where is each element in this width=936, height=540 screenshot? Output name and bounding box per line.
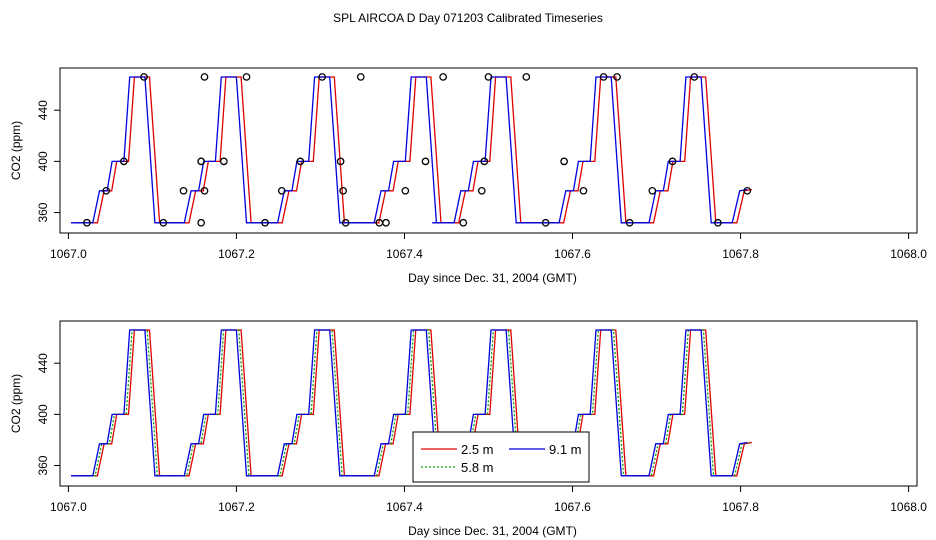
sample-marker: [743, 186, 752, 195]
sample-marker: [102, 186, 111, 195]
sample-marker: [648, 186, 657, 195]
legend-box: [412, 431, 590, 483]
sample-marker: [599, 73, 608, 81]
sample-marker: [480, 157, 489, 166]
plot-frame: [59, 320, 918, 487]
series-line-9-1-m: [70, 76, 748, 224]
y-tick-label: 360: [36, 202, 50, 222]
sample-marker: [613, 73, 621, 81]
x-axis-label: Day since Dec. 31, 2004 (GMT): [408, 271, 577, 285]
x-tick-label: 1067.2: [218, 247, 255, 261]
sample-marker: [341, 218, 350, 227]
sample-marker: [439, 73, 447, 81]
sample-marker: [339, 186, 347, 195]
x-axis-label: Day since Dec. 31, 2004 (GMT): [408, 524, 577, 538]
sample-marker: [421, 157, 430, 166]
sample-marker: [200, 73, 209, 81]
legend-label: 2.5 m: [461, 442, 494, 457]
x-tick-label: 1067.4: [386, 500, 423, 514]
sample-marker: [668, 157, 677, 166]
y-axis-label: CO2 (ppm): [9, 121, 23, 180]
sample-marker: [522, 73, 531, 81]
sample-marker: [219, 157, 228, 166]
sample-marker: [477, 186, 486, 195]
x-tick-label: 1067.8: [722, 247, 759, 261]
x-tick-label: 1067.4: [386, 247, 423, 261]
chart-title: SPL AIRCOA D Day 071203 Calibrated Times…: [333, 11, 603, 25]
sample-marker: [356, 73, 365, 81]
y-tick-label: 400: [36, 151, 50, 171]
sample-marker: [197, 218, 206, 227]
legend-label: 5.8 m: [461, 460, 494, 475]
sample-marker: [179, 186, 188, 195]
x-tick-label: 1068.0: [890, 500, 927, 514]
sample-marker: [382, 218, 390, 227]
x-tick-label: 1067.6: [554, 247, 591, 261]
y-tick-label: 440: [36, 353, 50, 373]
sample-marker: [242, 73, 251, 81]
y-tick-label: 400: [36, 404, 50, 424]
x-tick-label: 1067.2: [218, 500, 255, 514]
x-tick-label: 1067.6: [554, 500, 591, 514]
sample-marker: [200, 186, 209, 195]
sample-marker: [625, 218, 634, 227]
x-tick-label: 1068.0: [890, 247, 927, 261]
sample-marker: [159, 218, 168, 227]
sample-marker: [120, 157, 128, 166]
sample-marker: [336, 157, 345, 166]
bottom-panel: 1067.0 1067.2 1067.4 1067.6 1067.8 1068.0 360 4…: [9, 320, 927, 538]
sample-marker: [140, 73, 148, 81]
y-axis-label: CO2 (ppm): [9, 374, 23, 433]
plot-frame: [59, 67, 918, 234]
legend: 2.5 m 5.8 m 9.1 m: [412, 431, 590, 483]
sample-marker: [277, 186, 286, 195]
sample-marker: [541, 218, 550, 227]
series-line-2-5-m: [75, 76, 753, 224]
sample-marker: [261, 218, 269, 227]
top-panel: 1067.0 1067.2 1067.4 1067.6 1067.8 1068.0 360 4…: [9, 67, 927, 285]
series-line-9-1-m: [70, 329, 748, 477]
sample-marker: [714, 218, 722, 227]
sample-marker: [296, 157, 305, 166]
sample-marker: [579, 186, 588, 195]
sample-marker: [459, 218, 468, 227]
sample-marker: [484, 73, 493, 81]
y-tick-label: 360: [36, 455, 50, 475]
x-tick-label: 1067.0: [50, 247, 87, 261]
sample-marker: [197, 157, 206, 166]
x-tick-label: 1067.0: [50, 500, 87, 514]
sample-marker: [560, 157, 568, 166]
series-line-5-8-m: [73, 329, 750, 477]
y-tick-label: 440: [36, 100, 50, 120]
sample-marker: [401, 186, 410, 195]
sample-marker: [690, 73, 699, 81]
legend-label: 9.1 m: [549, 442, 582, 457]
x-tick-label: 1067.8: [722, 500, 759, 514]
sample-marker: [83, 218, 91, 227]
sample-marker: [318, 73, 326, 81]
